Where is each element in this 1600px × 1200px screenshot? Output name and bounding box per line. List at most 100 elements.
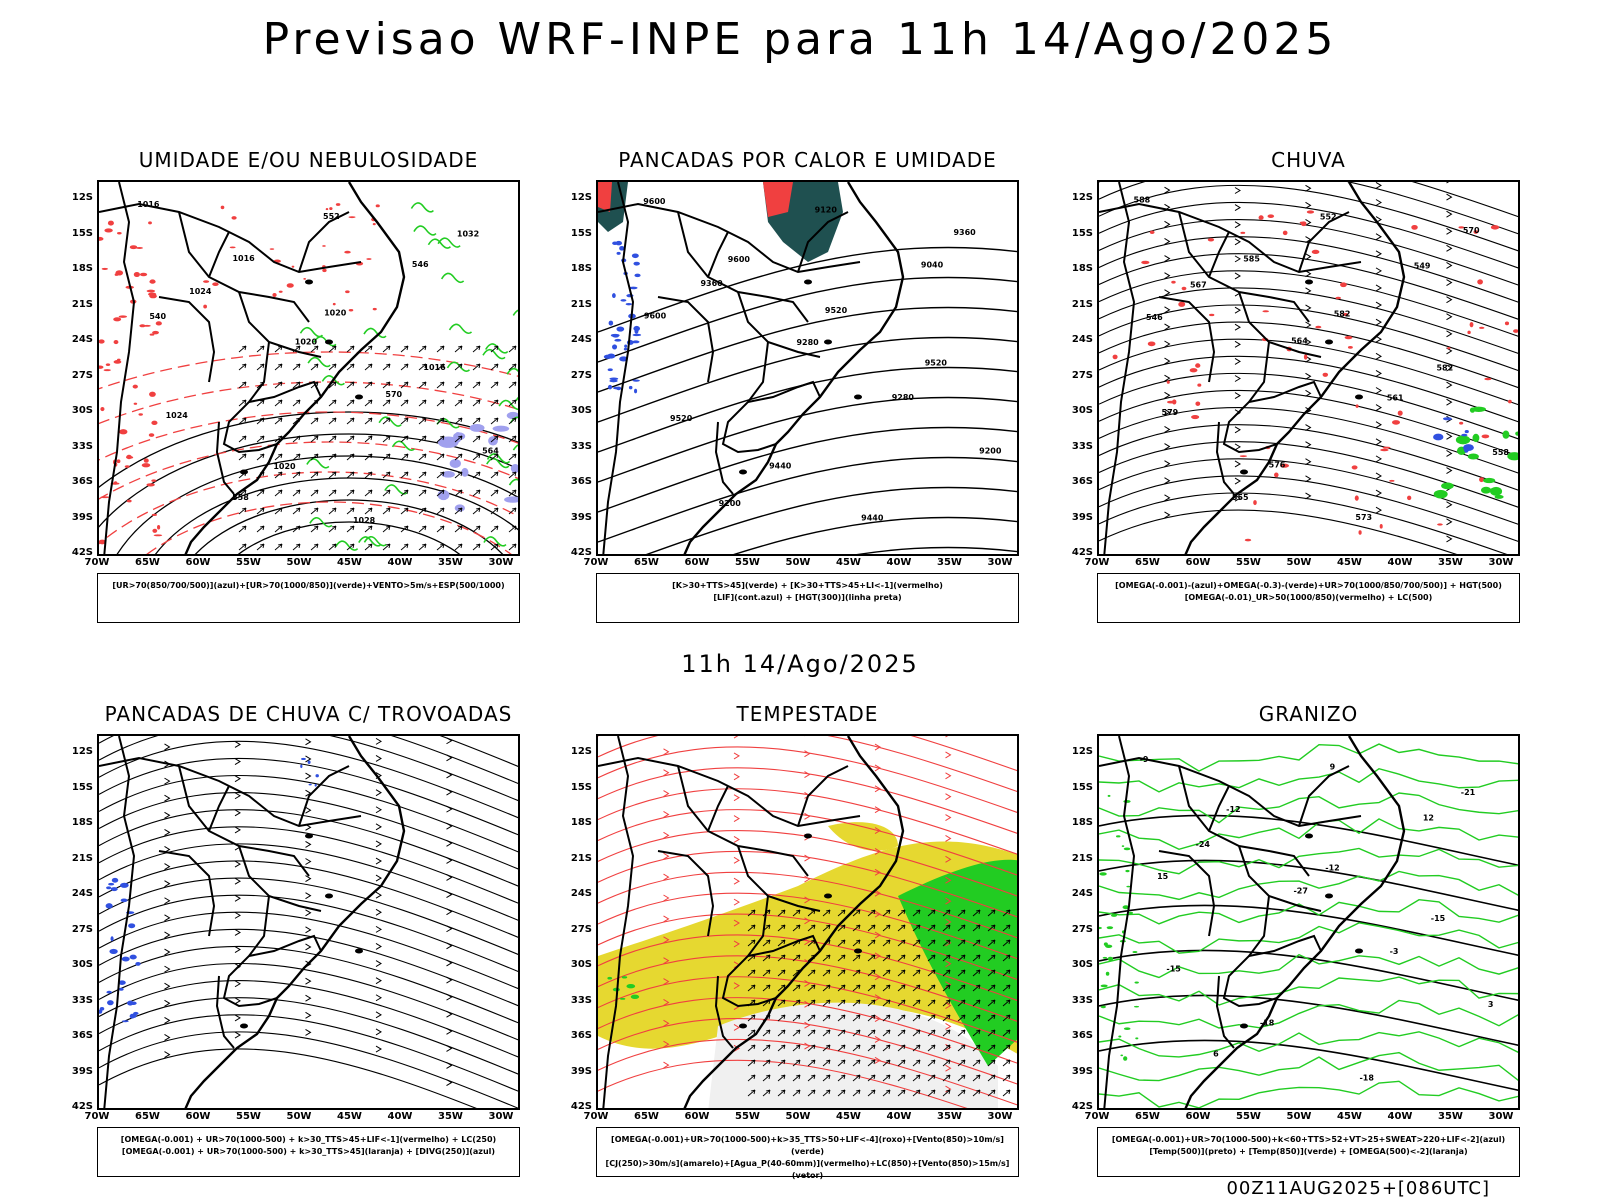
legend-box: [OMEGA(-0.001)-(azul)+OMEGA(-0.3)-(verde… (1097, 573, 1520, 623)
contour-label: 1016 (232, 254, 255, 263)
latitude-label: 27S (570, 923, 592, 935)
latitude-label: 15S (570, 781, 592, 793)
contour-label: -21 (1461, 788, 1476, 797)
latitude-label: 33S (570, 994, 592, 1006)
longitude-label: 70W (583, 557, 609, 568)
legend-line: [LIF](cont.azul) + [HGT(300)](linha pret… (713, 593, 902, 602)
latitude-label: 27S (1071, 369, 1093, 381)
longitude-label: 50W (286, 1111, 312, 1122)
longitude-label: 35W (438, 557, 463, 568)
longitude-label: 45W (836, 1111, 861, 1122)
latitude-label: 21S (1071, 852, 1093, 864)
latitude-label: 18S (71, 263, 93, 274)
longitude-label: 65W (634, 1111, 659, 1122)
longitude-label: 50W (1286, 557, 1312, 568)
latitude-label: 36S (570, 476, 592, 487)
longitude-label: 70W (1084, 1111, 1110, 1122)
latitude-label: 36S (1071, 476, 1093, 487)
contour-label: 9520 (925, 359, 948, 368)
legend-line: [UR>70(850/700/500)](azul)+[UR>70(1000/8… (112, 581, 505, 590)
latitude-label: 24S (71, 888, 93, 899)
latitude-label: 42S (570, 1101, 592, 1112)
contour-label: -18 (1359, 1074, 1374, 1083)
map-tempestade (596, 734, 1019, 1110)
contour-label: 9440 (861, 513, 884, 522)
contour-label: 9040 (921, 260, 944, 269)
contour-label: 9280 (796, 338, 819, 347)
latitude-label: 18S (1071, 817, 1093, 828)
longitude-label: 70W (84, 1111, 110, 1122)
map-canvas (99, 736, 518, 1108)
longitude-label: 60W (185, 1111, 211, 1122)
latitude-label: 42S (1071, 547, 1093, 558)
contour-label: 9360 (953, 228, 976, 237)
longitude-label: 70W (1084, 557, 1110, 568)
contour-label: -24 (1196, 840, 1211, 849)
latitude-label: 39S (1071, 511, 1093, 523)
contour-label: 558 (1492, 448, 1509, 457)
longitude-label: 55W (1236, 1111, 1261, 1122)
map-canvas: 9600 9600 9520 9520 9520 9440 9440 9360 9360 9280… (598, 182, 1017, 554)
latitude-label: 42S (570, 547, 592, 558)
latitude-label: 39S (570, 511, 592, 523)
map-canvas: 588 585 582 582 579 576 573 570 567 564 561 558 555 5… (1099, 182, 1518, 554)
contour-label: 588 (1134, 196, 1151, 205)
latitude-label: 42S (71, 547, 93, 558)
map-pancadas-calor: 9600 9600 9520 9520 9520 9440 9440 9360 9360 9280… (596, 180, 1019, 556)
contour-label: 9280 (892, 393, 915, 402)
contour-label: -12 (1325, 864, 1339, 873)
contour-label: 552 (323, 212, 340, 221)
contour-label: 1016 (137, 200, 160, 209)
latitude-label: 15S (71, 781, 93, 793)
latitude-label: 30S (1071, 405, 1093, 416)
contour-label: 15 (1157, 872, 1169, 881)
legend-line: [OMEGA(-0.001)+UR>70(1000-500)+k>35_TTS>… (611, 1135, 1004, 1156)
longitude-label: 35W (937, 557, 962, 568)
latitude-label: 18S (570, 817, 592, 828)
contour-label: -3 (1390, 947, 1399, 956)
contour-label: -18 (1260, 1019, 1275, 1028)
legend-line: [CJ(250)>30m/s](amarelo)+[Agua_P(40-60mm… (605, 1159, 1010, 1180)
longitude-label: 65W (634, 557, 659, 568)
longitude-label: 40W (886, 1111, 912, 1122)
contour-label: -27 (1293, 886, 1307, 895)
longitude-label: 35W (937, 1111, 962, 1122)
latitude-label: 15S (570, 227, 592, 239)
longitude-label: 70W (84, 557, 110, 568)
contour-label: 582 (1334, 309, 1351, 318)
contour-label: -12 (1226, 805, 1240, 814)
contour-label: 564 (482, 447, 499, 456)
contour-label: 9520 (825, 306, 848, 315)
longitude-label: 45W (1337, 557, 1362, 568)
contour-label: 9360 (700, 279, 723, 288)
contour-label: 9520 (670, 414, 693, 423)
longitude-label: 35W (438, 1111, 463, 1122)
contour-label: 1020 (324, 308, 347, 317)
panel-title: CHUVA (1271, 148, 1346, 172)
longitude-label: 50W (785, 557, 811, 568)
legend-box: [OMEGA(-0.001) + UR>70(1000-500) + k>30_… (97, 1127, 520, 1177)
longitude-label: 50W (785, 1111, 811, 1122)
contour-label: 1020 (295, 337, 318, 346)
contour-label: 1032 (457, 229, 479, 238)
latitude-label: 36S (570, 1030, 592, 1041)
latitude-label: 42S (1071, 1101, 1093, 1112)
latitude-label: 21S (570, 298, 592, 310)
contour-label: 567 (1190, 281, 1207, 290)
latitude-label: 33S (71, 440, 93, 452)
latitude-label: 12S (570, 192, 592, 203)
legend-line: [OMEGA(-0.001) + UR>70(1000-500) + k>30_… (121, 1147, 496, 1156)
contour-label: 564 (1291, 337, 1308, 346)
longitude-label: 35W (1438, 1111, 1463, 1122)
contour-label: 9200 (719, 499, 742, 508)
latitude-label: 36S (71, 476, 93, 487)
contour-label: 549 (1414, 262, 1431, 271)
valid-time-title: 11h 14/Ago/2025 (681, 650, 919, 678)
legend-box: [OMEGA(-0.001)+UR>70(1000-500)+k>35_TTS>… (596, 1127, 1019, 1180)
longitude-label: 55W (236, 557, 261, 568)
contour-label: 9600 (643, 197, 666, 206)
latitude-label: 30S (570, 405, 592, 416)
latitude-label: 15S (71, 227, 93, 239)
contour-label: 546 (1146, 313, 1163, 322)
longitude-label: 50W (1286, 1111, 1312, 1122)
